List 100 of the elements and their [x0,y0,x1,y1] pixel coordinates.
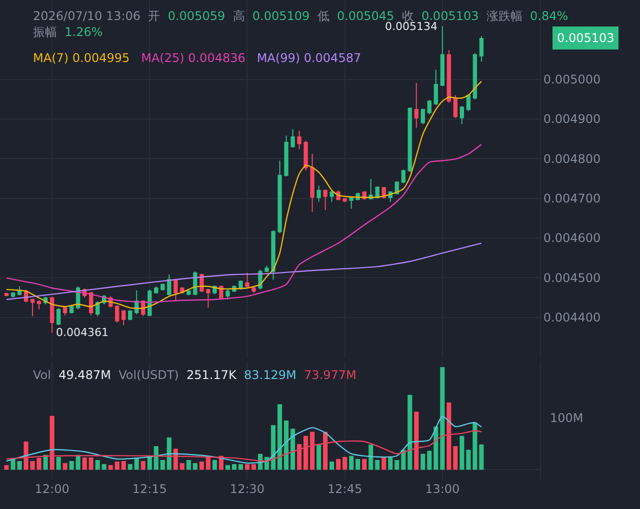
bar [212,460,217,470]
candlestick [460,106,464,125]
candlestick [56,308,61,326]
bar [88,457,94,470]
annotation: 0.005059 [168,9,226,23]
bar [479,444,484,470]
candlestick [316,185,321,202]
annotation: 0.004361 [56,326,108,339]
bar [420,454,426,470]
bar [414,412,419,470]
bar [154,446,158,470]
bar [349,456,354,470]
bar [446,402,452,470]
annotation: 开 [148,9,160,23]
bar [128,464,132,470]
candlestick [440,26,444,87]
candlestick [453,94,458,118]
annotation: 振幅 [33,25,57,39]
candlestick [408,107,412,173]
bar [82,457,87,470]
bar [408,394,412,470]
line-series [6,80,482,309]
line-series [6,242,482,300]
candlestick [427,99,432,115]
bar [232,464,236,470]
candlestick [349,196,354,210]
candlestick [30,298,35,317]
candlestick [342,197,347,202]
y-tick-label: 0.004600 [543,231,601,246]
bar [186,460,191,470]
candlestick [4,292,9,297]
annotation: 83.129M [244,368,296,382]
text: 100M [550,411,584,425]
candlestick [226,289,230,300]
candlestick [420,108,425,125]
candlestick [206,288,210,308]
candlestick [284,135,288,178]
candlestick [330,190,334,202]
bar [160,460,165,470]
candlestick [401,169,406,184]
text: MA(25) 0.004836 [141,51,246,65]
bar [108,465,113,470]
annotation: 2026/07/10 13:06 [33,9,141,23]
candlestick [238,280,243,290]
bar [36,458,42,470]
candlestick [297,130,302,150]
candlestick [479,36,484,62]
y-tick-label: 0.004500 [543,270,601,285]
bar [95,460,100,470]
x-tick-label: 12:45 [328,482,362,496]
candlestick [50,296,54,334]
bar [342,456,348,470]
candlestick [219,285,224,300]
text: MA(7) 0.004995 [33,51,130,65]
bar [50,416,54,470]
bar [375,460,380,470]
candlestick [271,230,276,280]
bar [440,367,445,470]
annotation: 0.005134 [385,20,438,33]
x-tick-label: 12:15 [132,482,167,496]
candlestick [174,279,178,302]
candlestick [368,178,373,200]
candlestick [310,153,314,212]
annotation: Vol(USDT) [118,368,179,382]
annotation: 0.005109 [252,9,310,23]
bar [225,465,230,470]
bar [114,462,120,470]
bar [121,461,126,470]
bar [244,464,250,470]
bar [323,432,328,470]
candlestick [245,272,250,288]
bar [238,464,243,470]
bar [382,456,386,470]
text: MA(99) 0.004587 [256,51,362,65]
annotation: 涨跌幅 [486,9,522,23]
annotation: 49.487M [58,368,111,382]
annotation: 高 [232,9,245,23]
bar [24,442,28,470]
bar [277,404,282,470]
x-tick-label: 13:00 [425,482,460,496]
annotation: 低 [317,9,330,23]
candlestick [154,286,158,294]
bar [62,463,68,470]
bar [394,460,400,470]
bar [147,456,152,470]
candlestick [160,283,165,291]
bar [304,436,308,470]
bar [199,462,204,470]
bar [460,436,464,470]
candlestick [278,160,282,234]
text: 0.005103 [557,31,614,45]
bar [56,456,61,470]
candlestick [252,285,256,294]
x-tick-label: 12:00 [34,482,70,496]
bar [434,426,438,470]
line-series [6,144,482,303]
candlestick [323,189,328,211]
y-tick-label: 0.004400 [543,310,601,325]
candlestick [472,52,478,100]
bar [102,464,106,470]
